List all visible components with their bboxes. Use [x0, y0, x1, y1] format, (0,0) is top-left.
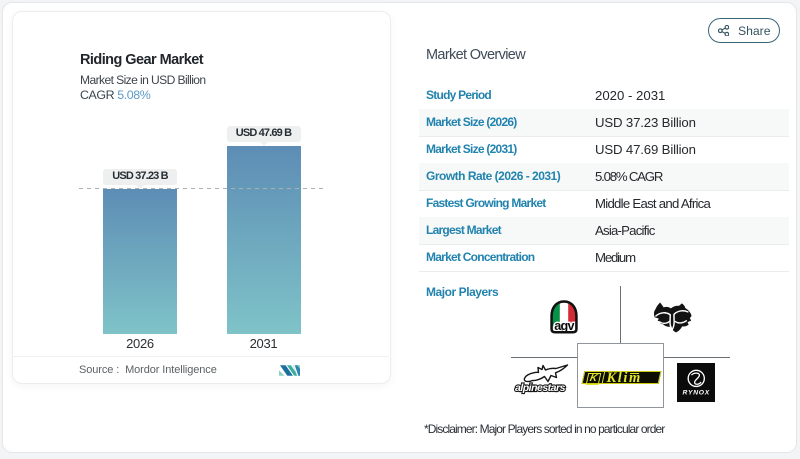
svg-text:agv: agv [554, 319, 574, 333]
svg-text:alpinestars: alpinestars [515, 382, 566, 394]
svg-text:RYNOX: RYNOX [682, 389, 710, 396]
svg-text:alpinestars: alpinestars [515, 382, 566, 394]
svg-text:agv: agv [554, 319, 574, 333]
